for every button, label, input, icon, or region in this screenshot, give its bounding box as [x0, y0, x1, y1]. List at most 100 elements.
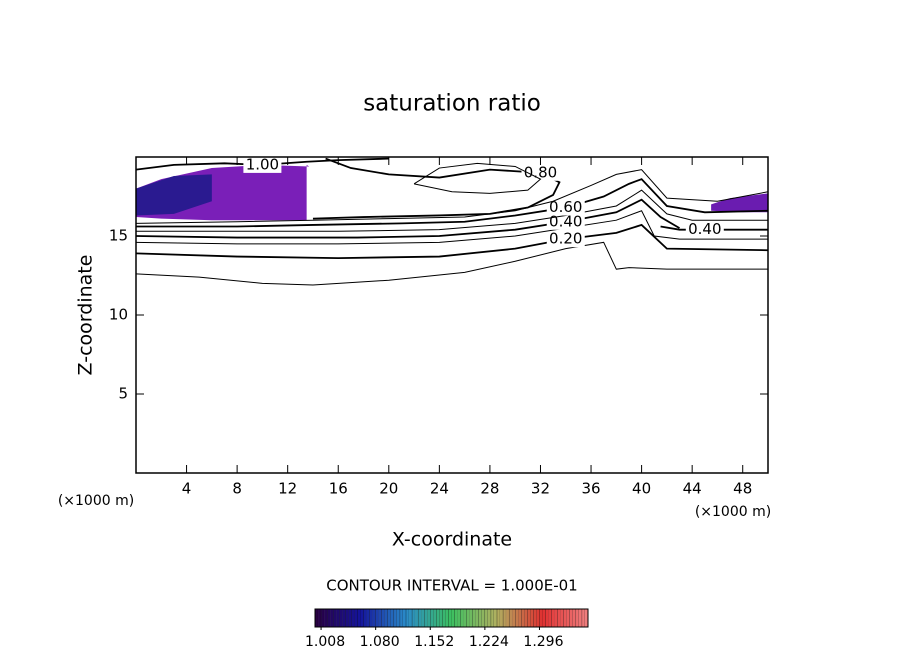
x-tick-label: 48	[733, 480, 752, 498]
colorbar-stripe	[578, 609, 582, 627]
x-axis-label: X-coordinate	[392, 529, 512, 551]
colorbar-stripe	[533, 608, 537, 628]
colorbar-stripe	[490, 608, 495, 628]
colorbar-stripe	[375, 608, 379, 628]
colorbar-stripe	[572, 609, 576, 627]
contour-line	[136, 241, 768, 286]
colorbar-tick-label: 1.080	[360, 634, 400, 650]
contour-interval-note: CONTOUR INTERVAL = 1.000E-01	[326, 577, 577, 595]
colorbar-stripe	[318, 609, 322, 627]
colorbar-stripe	[445, 609, 449, 627]
colorbar-stripe	[405, 608, 410, 628]
colorbar-stripe	[342, 609, 346, 627]
colorbar-stripe	[518, 609, 522, 627]
colorbar-stripe	[521, 608, 525, 628]
colorbar-stripe	[339, 608, 343, 628]
colorbar-stripe	[451, 609, 455, 627]
colorbar-stripe	[396, 609, 400, 627]
x-unit: (×1000 m)	[695, 504, 771, 520]
colorbar-frame	[314, 608, 589, 628]
colorbar-stripe	[560, 609, 564, 627]
contour-line	[136, 169, 768, 224]
colorbar-stripe	[472, 608, 476, 628]
colorbar-stripe	[466, 608, 470, 628]
colorbar-stripe	[366, 609, 370, 627]
colorbar-stripe	[430, 608, 434, 628]
x-tick-label: 32	[531, 480, 550, 498]
colorbar-stripe	[372, 609, 376, 627]
colorbar-stripe	[463, 609, 467, 627]
colorbar-stripe	[506, 609, 510, 627]
colorbar-stripe	[384, 609, 388, 627]
filled-region	[136, 174, 212, 216]
colorbar-stripe	[530, 609, 534, 627]
x-tick-label: 28	[480, 480, 499, 498]
contour-line	[413, 162, 542, 194]
colorbar-stripe	[363, 608, 367, 628]
colorbar-stripe	[496, 608, 501, 628]
colorbar-stripe	[378, 609, 382, 627]
colorbar-stripe	[387, 608, 391, 628]
colorbar-stripe	[524, 609, 528, 627]
colorbar-stripe	[478, 608, 482, 628]
colorbar-tick-label: 1.296	[523, 634, 563, 650]
colorbar-stripe	[369, 608, 373, 628]
colorbar-stripe	[409, 609, 413, 627]
colorbar-stripe	[545, 608, 549, 628]
contour-line	[136, 198, 680, 239]
colorbar-stripe	[345, 608, 349, 628]
colorbar-stripe	[381, 608, 385, 628]
colorbar-stripe	[442, 608, 446, 628]
colorbar-tick-label: 1.224	[469, 634, 509, 650]
contour-label: 0.40	[688, 220, 721, 238]
colorbar-stripe	[354, 609, 358, 627]
x-tick-label: 24	[430, 480, 449, 498]
y-tick-label: 5	[118, 385, 128, 403]
colorbar-stripe	[320, 608, 325, 628]
colorbar-stripe	[402, 609, 406, 627]
colorbar-stripe	[421, 609, 425, 627]
contour-label-bg	[546, 231, 585, 248]
contour-label-bg	[546, 199, 585, 216]
colorbar-stripe	[539, 608, 543, 628]
colorbar-stripe	[457, 609, 461, 627]
contour-label: 0.80	[524, 163, 557, 181]
colorbar-stripe	[566, 609, 570, 627]
colorbar-stripe	[575, 608, 580, 628]
x-tick-label: 8	[232, 480, 242, 498]
contour-label-bg	[546, 213, 585, 230]
chart-title: saturation ratio	[363, 91, 541, 117]
colorbar-stripe	[515, 608, 519, 628]
colorbar-stripe	[454, 608, 458, 628]
x-tick-label: 44	[683, 480, 702, 498]
colorbar-stripe	[487, 609, 491, 627]
colorbar-stripe	[417, 608, 422, 628]
contour-line	[136, 223, 768, 260]
colorbar-stripe	[439, 609, 443, 627]
colorbar-stripe	[548, 609, 552, 627]
colorbar-stripe	[393, 608, 398, 628]
x-tick-label: 4	[182, 480, 192, 498]
colorbar-stripe	[475, 609, 479, 627]
colorbar-stripe	[460, 608, 464, 628]
colorbar-stripe	[390, 609, 394, 627]
colorbar-stripe	[554, 609, 558, 627]
y-axis-label: Z-coordinate	[75, 255, 97, 376]
colorbar-stripe	[411, 608, 416, 628]
colorbar-stripe	[484, 608, 489, 628]
colorbar-stripe	[557, 608, 561, 628]
colorbar-stripe	[424, 608, 428, 628]
colorbar-tick-label: 1.008	[305, 634, 345, 650]
colorbar-stripe	[415, 609, 419, 627]
colorbar-stripe	[551, 608, 555, 628]
colorbar-stripe	[500, 609, 504, 627]
colorbar-stripe	[536, 609, 540, 627]
y-tick-label: 15	[109, 227, 128, 245]
colorbar-stripe	[436, 608, 440, 628]
filled-region	[711, 193, 768, 213]
contour-label-bg	[685, 221, 724, 238]
contour-label: 0.20	[549, 230, 582, 248]
colorbar-stripe	[360, 609, 364, 627]
y-tick-label: 10	[109, 306, 128, 324]
